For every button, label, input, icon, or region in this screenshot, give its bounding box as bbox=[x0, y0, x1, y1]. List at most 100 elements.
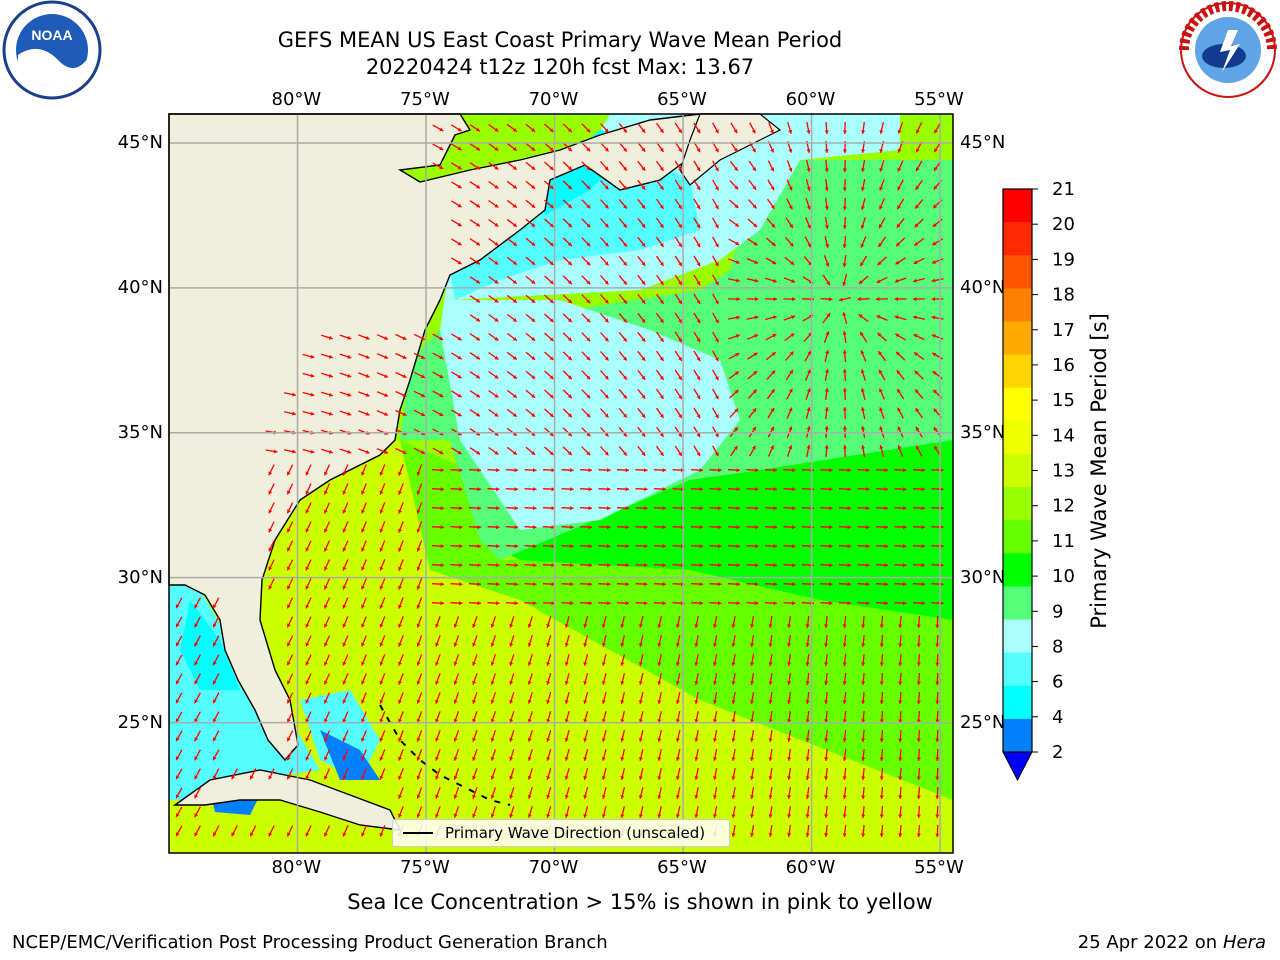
wave-arrow-head bbox=[472, 623, 477, 628]
wave-arrow-head bbox=[365, 450, 370, 454]
wave-arrow-head bbox=[496, 601, 500, 606]
wave-arrow-head bbox=[477, 601, 481, 606]
wave-arrow-head bbox=[567, 299, 572, 304]
wave-arrow-head bbox=[567, 204, 572, 209]
wave-arrow-head bbox=[175, 718, 180, 723]
wave-arrow-head bbox=[824, 426, 829, 430]
wave-arrow-head bbox=[861, 130, 866, 134]
wave-arrow-head bbox=[416, 604, 421, 609]
colorbar-tick-label: 17 bbox=[1052, 320, 1075, 341]
colorbar-tick-label: 9 bbox=[1052, 601, 1063, 622]
wave-arrow-head bbox=[696, 243, 701, 248]
wave-arrow-head bbox=[512, 279, 517, 284]
wave-arrow-head bbox=[490, 737, 495, 742]
wave-arrow-head bbox=[398, 566, 402, 571]
wave-arrow-head bbox=[476, 146, 480, 151]
wave-arrow-head bbox=[496, 506, 500, 511]
wave-arrow-head bbox=[287, 509, 291, 514]
wave-arrow-head bbox=[457, 184, 462, 189]
wave-arrow-head bbox=[175, 813, 180, 818]
wave-arrow-head bbox=[601, 662, 606, 666]
wave-arrow-head bbox=[916, 776, 921, 780]
wave-arrow-head bbox=[715, 129, 719, 134]
colorbar-tick-label: 16 bbox=[1052, 355, 1075, 376]
wave-arrow-head bbox=[638, 681, 643, 685]
wave-arrow-head bbox=[644, 525, 648, 530]
wave-arrow-head bbox=[416, 490, 421, 495]
wave-arrow-head bbox=[623, 451, 627, 456]
wave-arrow-head bbox=[896, 223, 901, 228]
wave-arrow-head bbox=[657, 757, 662, 761]
wave-arrow-head bbox=[768, 643, 773, 647]
wave-arrow-head bbox=[420, 450, 425, 454]
wave-arrow-head bbox=[588, 525, 592, 530]
wave-arrow-head bbox=[623, 432, 627, 437]
wave-arrow-head bbox=[675, 681, 680, 685]
wave-arrow-head bbox=[675, 776, 680, 780]
wave-arrow-head bbox=[931, 278, 936, 283]
wave-arrow-head bbox=[416, 623, 421, 628]
wave-arrow-head bbox=[588, 506, 592, 511]
colorbar-tick-label: 13 bbox=[1052, 461, 1075, 482]
wave-arrow-head bbox=[435, 661, 439, 666]
wave-arrow-head bbox=[305, 661, 310, 666]
wave-arrow-head bbox=[494, 412, 499, 417]
wave-arrow-head bbox=[750, 795, 755, 799]
wave-arrow-head bbox=[715, 186, 719, 191]
wave-arrow-head bbox=[696, 224, 701, 229]
wave-arrow-head bbox=[250, 832, 254, 837]
wave-arrow-head bbox=[806, 186, 811, 191]
wave-arrow-head bbox=[439, 165, 444, 169]
wave-arrow-head bbox=[694, 681, 699, 685]
legend-line-icon bbox=[403, 832, 433, 834]
wave-arrow-head bbox=[866, 601, 870, 606]
wave-arrow-head bbox=[623, 299, 627, 304]
lat-tick-label-right: 35°N bbox=[960, 421, 1006, 443]
lon-tick-label-top: 75°W bbox=[400, 89, 450, 110]
wave-arrow-head bbox=[620, 776, 625, 780]
wave-arrow-head bbox=[805, 643, 810, 647]
wave-arrow-head bbox=[696, 357, 701, 362]
wave-arrow-head bbox=[808, 261, 812, 266]
wave-arrow-head bbox=[934, 446, 938, 450]
wave-arrow-head bbox=[398, 528, 402, 533]
lon-tick-label-bottom: 75°W bbox=[400, 857, 450, 878]
wave-arrow-head bbox=[858, 314, 863, 319]
wave-arrow-head bbox=[459, 468, 463, 473]
wave-arrow-head bbox=[787, 719, 792, 723]
wave-arrow-head bbox=[213, 623, 217, 628]
wave-arrow-head bbox=[588, 582, 592, 587]
wave-arrow-head bbox=[623, 128, 627, 133]
wave-arrow-head bbox=[931, 334, 936, 338]
wave-arrow-head bbox=[935, 681, 940, 685]
wave-arrow-head bbox=[806, 445, 811, 449]
wave-arrow-head bbox=[824, 206, 829, 210]
wave-arrow-head bbox=[788, 167, 793, 172]
wave-arrow-head bbox=[546, 756, 551, 761]
wave-arrow-head bbox=[347, 335, 352, 340]
wave-arrow-head bbox=[623, 242, 627, 247]
wave-arrow-head bbox=[773, 563, 777, 568]
wave-arrow-head bbox=[884, 525, 888, 530]
wave-arrow-head bbox=[496, 544, 500, 549]
wave-arrow-head bbox=[477, 563, 481, 568]
wave-arrow-head bbox=[570, 506, 574, 511]
wave-arrow-head bbox=[861, 662, 866, 666]
wave-arrow-head bbox=[770, 129, 774, 134]
wave-arrow-head bbox=[268, 832, 273, 837]
wave-arrow-head bbox=[753, 371, 758, 375]
wave-arrow-head bbox=[935, 662, 940, 666]
wave-arrow-head bbox=[787, 795, 792, 799]
wave-arrow-head bbox=[398, 794, 402, 799]
wave-arrow-head bbox=[477, 468, 481, 473]
wave-arrow-head bbox=[287, 775, 291, 780]
wave-arrow-head bbox=[807, 350, 812, 355]
wave-arrow-head bbox=[715, 262, 719, 267]
wave-arrow-head bbox=[175, 699, 180, 704]
wave-arrow-head bbox=[675, 757, 680, 761]
wave-arrow-head bbox=[662, 582, 666, 587]
wave-arrow-head bbox=[805, 776, 810, 780]
wave-arrow-head bbox=[842, 776, 847, 780]
wave-arrow-head bbox=[898, 719, 903, 723]
wave-arrow-head bbox=[549, 242, 554, 246]
